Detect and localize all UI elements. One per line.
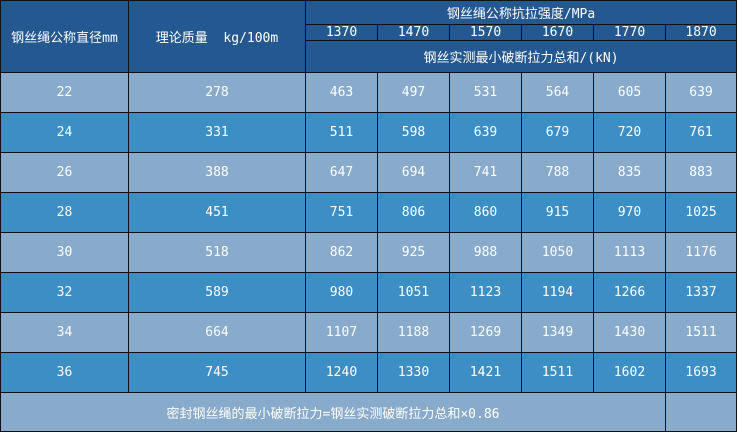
force-cell: 1266 (593, 272, 666, 313)
force-cell: 598 (377, 112, 450, 153)
header-force: 钢丝实测最小破断拉力总和/(kN) (304, 40, 738, 73)
grade-1470: 1470 (377, 24, 450, 41)
mass-cell: 278 (128, 72, 306, 113)
force-cell: 741 (449, 152, 522, 193)
header-diameter: 钢丝绳公称直径mm (0, 0, 129, 73)
diameter-cell: 26 (0, 152, 129, 193)
grade-1670: 1670 (521, 24, 594, 41)
force-cell: 720 (593, 112, 666, 153)
diameter-cell: 24 (0, 112, 129, 153)
force-cell: 1430 (593, 312, 666, 353)
grade-1370: 1370 (305, 24, 378, 41)
mass-cell: 589 (128, 272, 306, 313)
force-cell: 980 (305, 272, 378, 313)
mass-cell: 451 (128, 192, 306, 233)
force-cell: 970 (593, 192, 666, 233)
force-cell: 761 (664, 112, 738, 153)
diameter-cell: 34 (0, 312, 129, 353)
force-cell: 988 (449, 232, 522, 273)
force-cell: 679 (521, 112, 594, 153)
force-cell: 835 (593, 152, 666, 193)
mass-cell: 331 (128, 112, 306, 153)
force-cell: 1349 (521, 312, 594, 353)
table-row: 32 589 980 1051 1123 1194 1266 1337 (0, 272, 738, 313)
header-mass: 理论质量 kg/100m (128, 0, 306, 73)
force-cell: 639 (449, 112, 522, 153)
force-cell: 511 (305, 112, 378, 153)
force-cell: 1025 (664, 192, 738, 233)
table-row: 30 518 862 925 988 1050 1113 1176 (0, 232, 738, 273)
table-row: 36 745 1240 1330 1421 1511 1602 1693 (0, 352, 738, 393)
mass-cell: 745 (128, 352, 306, 393)
force-cell: 1693 (664, 352, 738, 393)
mass-cell: 664 (128, 312, 306, 353)
footer-note: 密封钢丝绳的最小破断拉力=钢丝实测破断拉力总和×0.86 (0, 392, 666, 432)
force-cell: 497 (377, 72, 450, 113)
force-cell: 788 (521, 152, 594, 193)
force-cell: 1051 (377, 272, 450, 313)
diameter-cell: 32 (0, 272, 129, 313)
force-cell: 1511 (664, 312, 738, 353)
force-cell: 1511 (521, 352, 594, 393)
force-cell: 463 (305, 72, 378, 113)
force-cell: 1188 (377, 312, 450, 353)
force-cell: 1330 (377, 352, 450, 393)
force-cell: 862 (305, 232, 378, 273)
force-cell: 1176 (664, 232, 738, 273)
force-cell: 883 (664, 152, 738, 193)
table-row: 26 388 647 694 741 788 835 883 (0, 152, 738, 193)
force-cell: 806 (377, 192, 450, 233)
force-cell: 1123 (449, 272, 522, 313)
force-cell: 1050 (521, 232, 594, 273)
table-row: 22 278 463 497 531 564 605 639 (0, 72, 738, 113)
force-cell: 1602 (593, 352, 666, 393)
header-strength: 钢丝绳公称抗拉强度/MPa (304, 0, 738, 25)
force-cell: 1194 (521, 272, 594, 313)
force-cell: 1240 (305, 352, 378, 393)
force-cell: 1269 (449, 312, 522, 353)
force-cell: 860 (449, 192, 522, 233)
grade-1570: 1570 (449, 24, 522, 41)
diameter-cell: 36 (0, 352, 129, 393)
force-cell: 564 (521, 72, 594, 113)
mass-cell: 388 (128, 152, 306, 193)
force-cell: 1107 (305, 312, 378, 353)
grade-1770: 1770 (593, 24, 666, 41)
mass-cell: 518 (128, 232, 306, 273)
table-row: 24 331 511 598 639 679 720 761 (0, 112, 738, 153)
force-cell: 531 (449, 72, 522, 113)
diameter-cell: 28 (0, 192, 129, 233)
force-cell: 751 (305, 192, 378, 233)
diameter-cell: 22 (0, 72, 129, 113)
table-row: 34 664 1107 1188 1269 1349 1430 1511 (0, 312, 738, 353)
diameter-cell: 30 (0, 232, 129, 273)
footer-empty-cell (664, 392, 738, 432)
force-cell: 1113 (593, 232, 666, 273)
force-cell: 694 (377, 152, 450, 193)
force-cell: 1421 (449, 352, 522, 393)
force-cell: 915 (521, 192, 594, 233)
force-cell: 925 (377, 232, 450, 273)
footer-row: 密封钢丝绳的最小破断拉力=钢丝实测破断拉力总和×0.86 (0, 392, 738, 432)
grade-1870: 1870 (664, 24, 738, 41)
force-cell: 647 (305, 152, 378, 193)
force-cell: 1337 (664, 272, 738, 313)
table-row: 28 451 751 806 860 915 970 1025 (0, 192, 738, 233)
force-cell: 605 (593, 72, 666, 113)
force-cell: 639 (664, 72, 738, 113)
